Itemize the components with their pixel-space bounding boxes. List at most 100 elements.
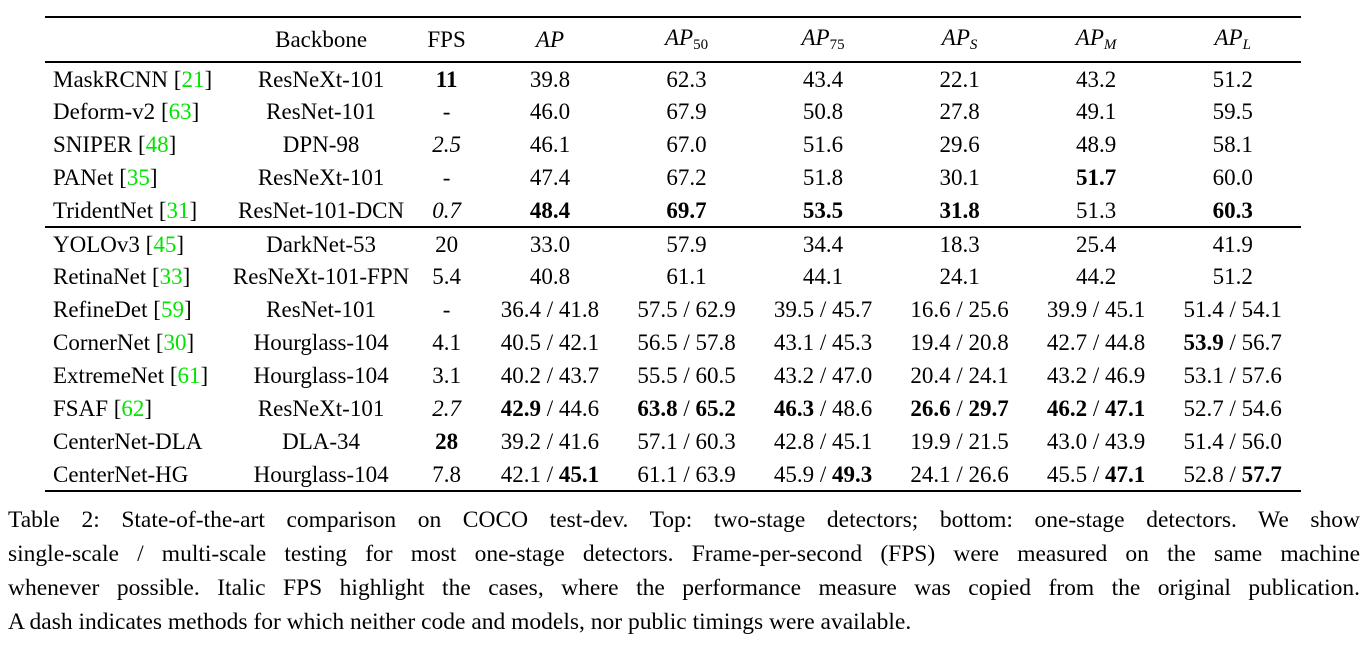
value: 60.3	[695, 429, 736, 454]
table-row: CenterNet-DLA DLA-34 28 39.2 / 41.6 57.1 / 6…	[45, 425, 1301, 458]
cell-ap-l: 51.2	[1164, 260, 1301, 293]
value: 41.6	[558, 429, 600, 454]
cell-ap50: 57.9	[618, 226, 755, 260]
header-ap: AP	[481, 17, 619, 63]
cell-ap: 42.9 / 44.6	[500, 396, 600, 421]
value: 29.7	[968, 396, 1009, 421]
value: 34.4	[802, 231, 844, 257]
cell-fps: 3.1	[411, 359, 481, 392]
metric-symbol: AP	[535, 27, 565, 52]
cell-ap50: 61.1 / 63.9	[637, 461, 736, 487]
value: 18.3	[939, 231, 980, 257]
metric-symbol: AP	[941, 25, 970, 50]
cell-ap75: 42.8 / 45.1	[773, 429, 873, 454]
cell-ap: 48.4	[482, 194, 619, 227]
value: 51.2	[1212, 66, 1253, 92]
cell-backbone: DarkNet-53	[230, 226, 412, 260]
cell-ap75: 43.1 / 45.3	[773, 330, 873, 355]
citation-number: 63	[168, 99, 192, 124]
cell-method: CornerNet [30]	[53, 330, 195, 355]
cell-ap-s: 24.1 / 26.6	[910, 461, 1009, 487]
method-name: FSAF	[53, 396, 108, 421]
cell-ap: 46.0	[482, 95, 619, 128]
cell-backbone: ResNeXt-101-FPN	[232, 264, 410, 289]
cell-ap-s: 19.9 / 21.5	[910, 429, 1009, 454]
cell-ap-l: 60.0	[1164, 161, 1301, 194]
cell-backbone: Hourglass-104	[253, 363, 389, 388]
header-backbone: Backbone	[230, 17, 412, 63]
value: 40.5	[500, 330, 542, 355]
cell-ap-s: 20.4 / 24.1	[910, 363, 1009, 388]
cell-ap: 33.0	[481, 226, 619, 260]
value: 45.9	[773, 461, 815, 487]
cell-ap50: 57.5 / 62.9	[637, 297, 736, 322]
value: 41.9	[1212, 231, 1253, 257]
cell-method: RetinaNet [33]	[53, 264, 191, 289]
cell-ap: 46.1	[482, 128, 619, 161]
cell-ap-m: 48.9	[1028, 128, 1165, 161]
value: 48.6	[831, 396, 873, 421]
value: 33.0	[529, 231, 571, 257]
cell-ap75: 43.2 / 47.0	[773, 363, 873, 388]
table-row: SNIPER [48] DPN-98 2.5 46.1 67.0 51.6 29.6 48.9…	[45, 128, 1301, 161]
cell-backbone: DPN-98	[282, 132, 360, 157]
method-name: PANet	[53, 165, 114, 190]
value: -	[442, 165, 451, 190]
value: 65.2	[695, 396, 736, 421]
cell-ap75: 45.9 / 49.3	[773, 461, 873, 487]
value: 60.0	[1212, 165, 1253, 190]
cell-backbone: ResNet-101	[266, 297, 377, 322]
method-name: SNIPER	[53, 132, 133, 157]
value: 39.9	[1046, 297, 1088, 322]
cell-ap-s: 18.3	[891, 226, 1028, 260]
method-name: YOLOv3	[53, 231, 140, 257]
value: 44.6	[558, 396, 600, 421]
cell-ap50: 55.5 / 60.5	[637, 363, 736, 388]
cell-ap-m: 45.5 / 47.1	[1046, 461, 1146, 487]
value: 63.9	[695, 461, 736, 487]
value: 51.4	[1183, 297, 1224, 322]
value: 44.8	[1105, 330, 1146, 355]
value: 25.4	[1075, 231, 1117, 257]
value: 45.1	[831, 429, 873, 454]
cell-ap-l: 60.3	[1164, 194, 1301, 227]
citation-number: 31	[166, 197, 190, 223]
cell-backbone: Hourglass-104	[253, 461, 389, 487]
table-row: PANet [35] ResNeXt-101 - 47.4 67.2 51.8 30.1 51…	[45, 161, 1301, 194]
cell-ap-l: 41.9	[1164, 226, 1301, 260]
cell-ap-s: 22.1	[891, 62, 1028, 95]
value: 40.2	[500, 363, 542, 388]
value: 46.0	[529, 99, 571, 124]
cell-ap75: 51.6	[755, 128, 892, 161]
cell-ap75: 44.1	[755, 260, 892, 293]
cell-backbone: ResNeXt-101	[257, 66, 385, 92]
method-name: CenterNet-DLA	[53, 429, 203, 454]
value: 52.8	[1183, 461, 1224, 487]
cell-ap-s: 29.6	[891, 128, 1028, 161]
header-ap75: AP75	[754, 17, 892, 63]
cell-ap-m: 46.2 / 47.1	[1046, 396, 1146, 421]
value: 42.8	[773, 429, 815, 454]
table-header-row: Backbone FPS AP AP50 AP75 APS APM APL	[45, 17, 1301, 63]
method-name: Deform-v2	[53, 99, 156, 124]
value: 28	[435, 429, 459, 454]
value: 57.8	[695, 330, 736, 355]
cell-ap-l: 52.8 / 57.7	[1183, 461, 1282, 487]
value: 45.1	[558, 461, 600, 487]
cell-ap: 47.4	[482, 161, 619, 194]
table-caption: Table 2: State-of-the-art comparison on …	[8, 503, 1360, 639]
cell-backbone: ResNeXt-101	[257, 396, 385, 421]
cell-ap-m: 39.9 / 45.1	[1046, 297, 1146, 322]
value: 51.3	[1075, 197, 1117, 223]
table-row: RetinaNet [33] ResNeXt-101-FPN 5.4 40.8 61.1…	[45, 260, 1301, 293]
value: 57.6	[1241, 363, 1282, 388]
value: 49.1	[1075, 99, 1117, 124]
value: 62.9	[695, 297, 736, 322]
value: 43.2	[1046, 363, 1088, 388]
value: 43.9	[1105, 429, 1146, 454]
value: 54.6	[1241, 396, 1282, 421]
value: 27.8	[939, 99, 980, 124]
value: 24.1	[910, 461, 951, 487]
table-row: MaskRCNN [21] ResNeXt-101 11 39.8 62.3 43.4 22…	[45, 62, 1301, 95]
cell-ap-l: 53.9 / 56.7	[1183, 330, 1282, 355]
